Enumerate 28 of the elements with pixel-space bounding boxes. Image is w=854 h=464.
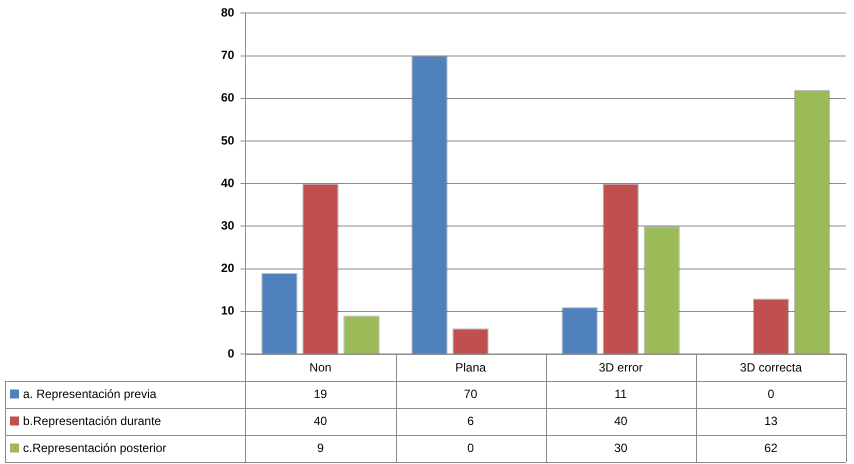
data-label: 0 [768,386,775,401]
data-label: 19 [314,386,328,401]
data-label: 6 [467,414,474,428]
y-tick-label: 80 [220,6,235,20]
y-tick-label: 30 [220,218,235,233]
y-tick-label: 70 [220,48,235,62]
data-label: 62 [764,440,778,455]
data-label: 30 [614,440,628,455]
legend-label: a. Representación previa [23,386,157,401]
legend-label: b.Representación durante [23,414,162,428]
y-tick-label: 0 [228,346,235,360]
x-tick-label: Plana [455,360,486,375]
y-tick-label: 60 [220,90,235,105]
y-tick-label: 10 [220,304,235,318]
data-label: 13 [764,414,778,428]
y-tick-label: 40 [220,176,235,190]
legend-label: c.Representación posterior [23,440,166,455]
x-tick-label: 3D correcta [740,360,802,375]
y-tick-label: 50 [220,133,235,148]
data-label: 0 [467,440,474,455]
x-tick-label: 3D error [598,360,643,375]
data-label: 70 [464,386,478,401]
y-tick-label: 20 [220,261,235,276]
data-label: 40 [614,414,628,428]
data-label: 40 [314,414,328,428]
x-tick-label: Non [309,360,332,375]
data-label: 11 [614,386,628,401]
data-label: 9 [317,440,324,455]
